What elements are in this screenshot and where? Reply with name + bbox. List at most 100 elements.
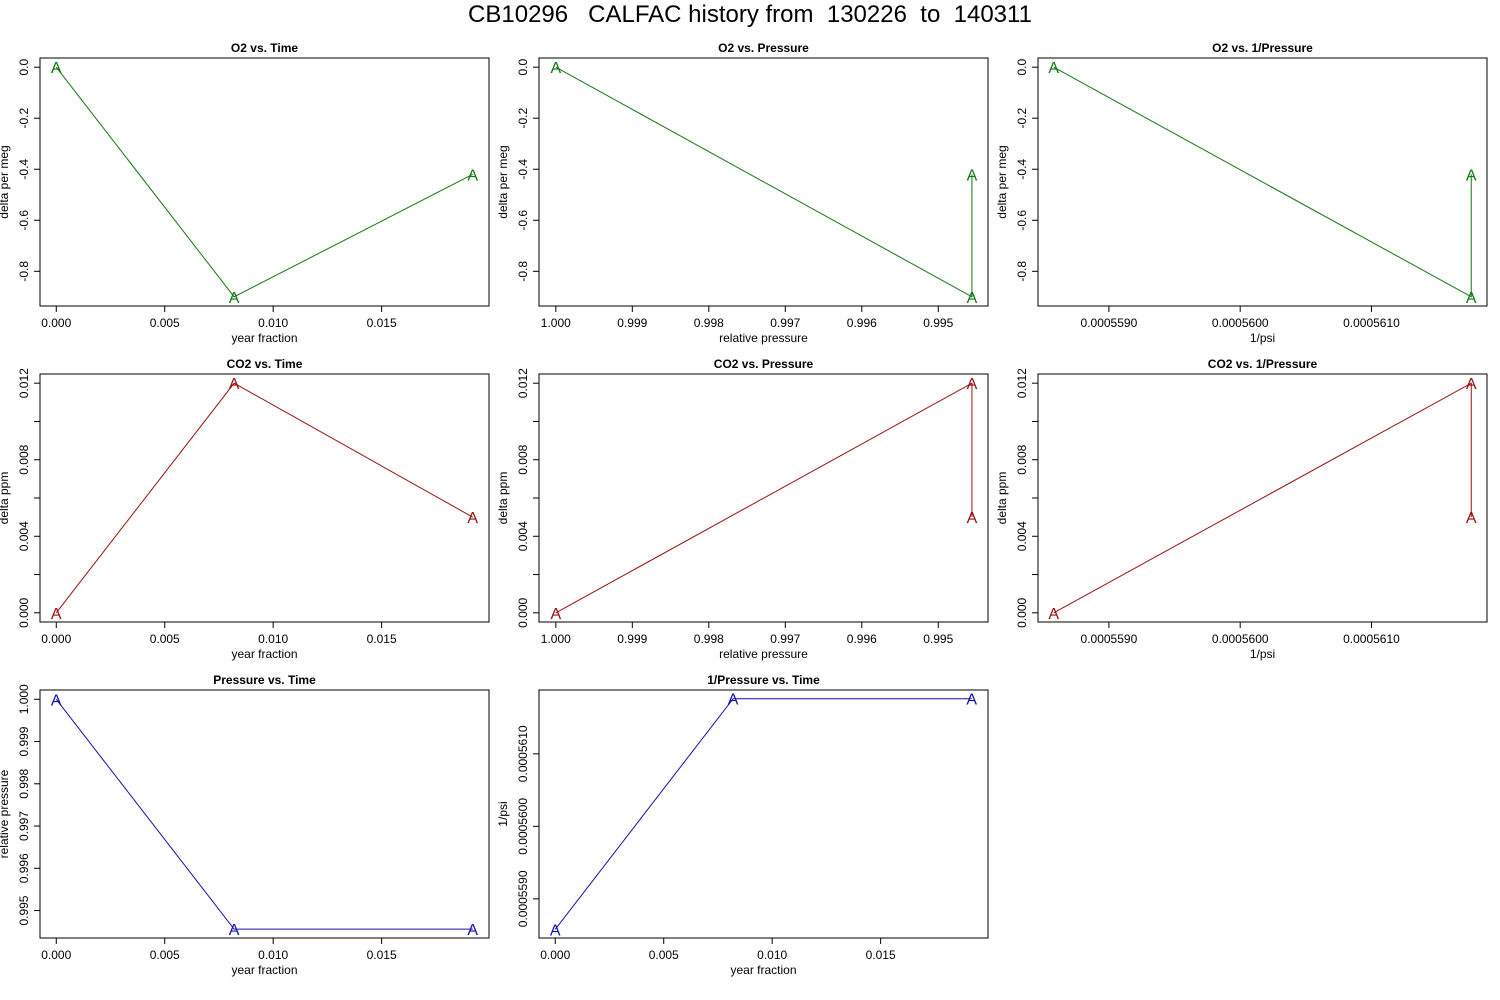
- chart-panel: O2 vs. 1/Pressure 0.0005590 0.0005600 0.000…: [995, 41, 1488, 345]
- x-tick-label: 0.0005590: [1081, 632, 1138, 646]
- plot-frame: [39, 689, 490, 939]
- figure-title: CB10296 CALFAC history from 130226 to 14…: [468, 1, 1032, 28]
- x-tick-label: 0.000: [41, 948, 71, 962]
- x-tick-label: 0.000: [540, 948, 570, 962]
- data-point-marker: A: [1466, 376, 1477, 393]
- series-line: [55, 382, 473, 614]
- x-axis-label: year fraction: [730, 963, 796, 977]
- y-tick-label: 0.000: [1015, 597, 1029, 627]
- y-tick-label: 0.008: [1015, 444, 1029, 474]
- y-axis-label: delta per meg: [995, 145, 1009, 218]
- y-axis-label: 1/psi: [496, 801, 510, 826]
- x-tick-label: 0.0005610: [1343, 632, 1400, 646]
- data-point-marker: A: [966, 692, 977, 709]
- series-line: [1053, 66, 1472, 298]
- chart-panel: CO2 vs. Time 0.000 0.005 0.010 0.015 0.000 0.0…: [0, 357, 490, 661]
- y-tick-label: -0.4: [17, 159, 31, 180]
- x-tick-label: 0.000: [41, 316, 71, 330]
- panel-title: O2 vs. Pressure: [718, 41, 809, 55]
- y-tick-label: 1.000: [17, 684, 31, 714]
- y-tick-label: 0.995: [17, 895, 31, 925]
- x-tick-label: 0.010: [258, 948, 288, 962]
- x-axis-label: relative pressure: [719, 331, 808, 345]
- y-tick-label: 0.0005590: [516, 870, 530, 927]
- y-tick-label: 0.0005600: [516, 798, 530, 855]
- plot-frame: [39, 57, 490, 307]
- y-axis-label: delta ppm: [0, 472, 11, 525]
- y-tick-label: 0.004: [17, 521, 31, 551]
- x-tick-label: 0.999: [617, 316, 647, 330]
- data-point-marker: A: [1048, 606, 1059, 623]
- data-point-marker: A: [550, 606, 561, 623]
- plot-frame: [538, 57, 989, 307]
- x-tick-label: 0.005: [649, 948, 679, 962]
- x-tick-label: 0.010: [258, 316, 288, 330]
- x-tick-label: 0.998: [694, 316, 724, 330]
- data-point-marker: A: [550, 922, 561, 939]
- x-tick-label: 0.015: [367, 316, 397, 330]
- y-axis-label: delta per meg: [496, 145, 510, 218]
- y-tick-label: 0.004: [516, 521, 530, 551]
- y-tick-label: 0.997: [17, 811, 31, 841]
- data-point-marker: A: [51, 60, 62, 77]
- y-tick-label: 0.0: [1015, 59, 1029, 76]
- data-point-marker: A: [967, 290, 978, 307]
- y-tick-label: -0.8: [1015, 261, 1029, 282]
- plot-frame: [1037, 57, 1488, 307]
- y-axis-label: delta per meg: [0, 145, 11, 218]
- chart-panel: 1/Pressure vs. Time 0.000 0.005 0.010 0.015 0…: [496, 673, 989, 977]
- x-axis-label: 1/psi: [1250, 647, 1275, 661]
- x-tick-label: 0.995: [923, 316, 953, 330]
- panel-title: Pressure vs. Time: [213, 673, 316, 687]
- data-point-marker: A: [467, 922, 478, 939]
- plot-frame: [39, 373, 490, 623]
- series-line: [1053, 382, 1472, 614]
- y-axis-label: relative pressure: [0, 769, 11, 858]
- x-tick-label: 0.0005610: [1343, 316, 1400, 330]
- y-axis-label: delta ppm: [995, 472, 1009, 525]
- y-tick-label: 0.0005610: [516, 725, 530, 782]
- y-tick-label: -0.8: [17, 261, 31, 282]
- data-point-marker: A: [229, 290, 240, 307]
- x-tick-label: 0.005: [150, 316, 180, 330]
- data-point-marker: A: [967, 510, 978, 527]
- x-tick-label: 0.010: [757, 948, 787, 962]
- x-tick-label: 0.015: [367, 632, 397, 646]
- panel-title: O2 vs. Time: [231, 41, 298, 55]
- series-line: [555, 66, 973, 298]
- x-axis-label: relative pressure: [719, 647, 808, 661]
- y-tick-label: 0.999: [17, 726, 31, 756]
- data-point-marker: A: [550, 60, 561, 77]
- y-tick-label: 0.012: [516, 368, 530, 398]
- y-tick-label: 0.012: [17, 368, 31, 398]
- chart-panel: CO2 vs. 1/Pressure 0.0005590 0.0005600 0.00…: [995, 357, 1488, 661]
- x-tick-label: 0.000: [41, 632, 71, 646]
- y-tick-label: -0.4: [516, 159, 530, 180]
- x-tick-label: 0.0005600: [1212, 316, 1269, 330]
- series-line: [55, 698, 473, 930]
- y-tick-label: -0.6: [17, 210, 31, 231]
- x-tick-label: 0.0005600: [1212, 632, 1269, 646]
- y-tick-label: -0.2: [17, 108, 31, 129]
- panel-title: O2 vs. 1/Pressure: [1212, 41, 1313, 55]
- data-point-marker: A: [467, 510, 478, 527]
- x-tick-label: 0.996: [847, 632, 877, 646]
- x-tick-label: 1.000: [541, 316, 571, 330]
- data-point-marker: A: [51, 606, 62, 623]
- chart-panel: CO2 vs. Pressure 1.000 0.999 0.998 0.997 0.99…: [496, 357, 989, 661]
- chart-panel: O2 vs. Time 0.000 0.005 0.010 0.015 0.0 -0.2 -0…: [0, 41, 490, 345]
- x-axis-label: 1/psi: [1250, 331, 1275, 345]
- data-point-marker: A: [467, 167, 478, 184]
- data-point-marker: A: [51, 692, 62, 709]
- y-tick-label: -0.2: [516, 108, 530, 129]
- panel-title: 1/Pressure vs. Time: [707, 673, 820, 687]
- x-tick-label: 0.015: [866, 948, 896, 962]
- panel-title: CO2 vs. Pressure: [714, 357, 814, 371]
- x-tick-label: 0.010: [258, 632, 288, 646]
- data-point-marker: A: [229, 376, 240, 393]
- data-point-marker: A: [728, 692, 739, 709]
- data-point-marker: A: [229, 922, 240, 939]
- series-line: [554, 698, 972, 930]
- x-tick-label: 0.0005590: [1081, 316, 1138, 330]
